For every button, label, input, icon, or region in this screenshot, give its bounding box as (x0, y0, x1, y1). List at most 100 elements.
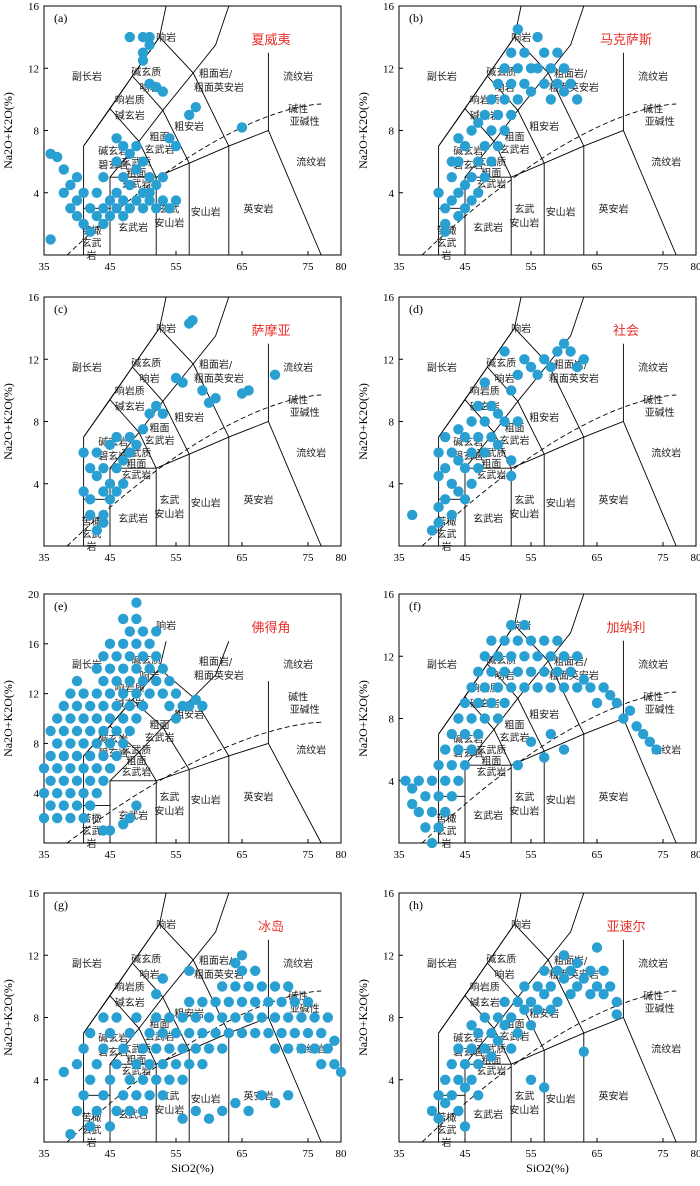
data-point (506, 385, 517, 396)
data-point (466, 172, 477, 183)
data-point (71, 775, 83, 786)
x-tick-label: 45 (460, 1148, 472, 1160)
y-tick-label: 20 (28, 589, 40, 601)
data-point (118, 713, 129, 724)
data-point (104, 1027, 116, 1039)
y-tick-label: 4 (389, 1075, 395, 1087)
rock-field-label: 安山岩 (509, 1103, 539, 1116)
data-point (466, 682, 477, 693)
rock-field-label: 粗安岩 (174, 120, 204, 133)
rock-field-label: 碱性 (643, 103, 663, 116)
data-point (479, 713, 490, 724)
y-tick-label: 16 (28, 639, 40, 651)
data-point (532, 682, 543, 693)
rock-field-label: 粗面英安岩 (194, 372, 244, 385)
rock-field-label: 流纹岩 (638, 957, 668, 970)
data-point (506, 651, 517, 662)
data-point (499, 346, 510, 357)
y-tick-label: 16 (28, 292, 40, 304)
data-point (144, 187, 155, 198)
data-point (58, 775, 69, 786)
data-point (283, 1090, 294, 1101)
data-point (52, 151, 63, 163)
data-point (532, 63, 543, 74)
rock-field-label: 碱性 (288, 103, 308, 116)
data-point (203, 1043, 215, 1054)
data-point (71, 195, 83, 206)
data-point (426, 775, 438, 786)
data-point (104, 763, 116, 774)
data-point (157, 408, 168, 419)
data-point (71, 750, 83, 762)
data-point (512, 996, 523, 1008)
data-point (558, 86, 570, 97)
data-point (426, 1105, 438, 1117)
data-point (585, 965, 596, 976)
panel-title: 夏威夷 (251, 32, 290, 48)
data-point (499, 697, 510, 709)
data-point (177, 377, 188, 388)
rock-field-label: 碱玄质 (486, 952, 516, 965)
data-point (558, 338, 570, 349)
x-tick-label: 80 (691, 849, 700, 861)
data-point (598, 989, 609, 1000)
rock-field-label: 响岩 (511, 918, 531, 931)
data-point (466, 744, 477, 755)
data-point (131, 638, 142, 649)
data-point (58, 700, 69, 712)
data-point (453, 713, 464, 724)
rock-field-label: 响岩 (511, 31, 531, 44)
plot-frame (43, 593, 342, 844)
rock-field-label: 粗面 (150, 132, 170, 144)
data-point (519, 354, 530, 365)
data-point (104, 1121, 116, 1132)
y-tick-label: 16 (28, 888, 40, 900)
data-point (558, 744, 570, 755)
data-point (269, 1012, 281, 1023)
x-tick-label: 55 (526, 552, 538, 564)
data-point (519, 619, 530, 631)
data-point (85, 226, 96, 237)
data-point (512, 24, 523, 35)
rock-field-label: 岩 (442, 837, 452, 850)
field-boundary (487, 663, 545, 843)
data-point (572, 981, 583, 992)
panel-title: 亚速尔 (606, 920, 645, 935)
data-point (98, 675, 109, 687)
data-point (459, 1059, 471, 1070)
data-point (329, 1059, 340, 1070)
x-axis-label: SiO2(%) (526, 1161, 569, 1175)
data-point (124, 148, 135, 159)
data-point (236, 122, 248, 133)
y-tick-label: 8 (389, 714, 395, 726)
data-point (525, 666, 537, 677)
data-point (118, 195, 129, 206)
data-point (111, 725, 122, 737)
data-point (71, 1105, 83, 1117)
data-point (486, 666, 497, 677)
data-point (78, 486, 89, 497)
data-point (433, 187, 444, 198)
rock-field-label: 玄武岩 (121, 765, 151, 778)
data-point (58, 1066, 69, 1078)
rock-field-label: 玄武岩 (473, 512, 503, 525)
field-boundary (132, 962, 190, 1142)
data-point (91, 187, 103, 198)
panel-title: 社会 (613, 323, 639, 339)
data-point (78, 187, 89, 198)
data-point (440, 431, 451, 443)
rock-field-label: 碱性 (643, 990, 663, 1003)
data-point (486, 431, 497, 443)
y-tick-label: 4 (34, 479, 40, 491)
data-point (177, 1113, 188, 1124)
data-point (111, 156, 122, 167)
field-boundary (159, 36, 230, 255)
rock-field-label: 响岩 (156, 322, 176, 335)
rock-field-label: 玄武岩 (476, 468, 506, 481)
data-point (585, 989, 596, 1000)
rock-field-label: 响岩质 (115, 93, 145, 106)
field-boundary (438, 624, 515, 735)
data-point (210, 393, 221, 404)
rock-field-label: 玄武 (82, 237, 102, 250)
data-point (552, 965, 563, 976)
